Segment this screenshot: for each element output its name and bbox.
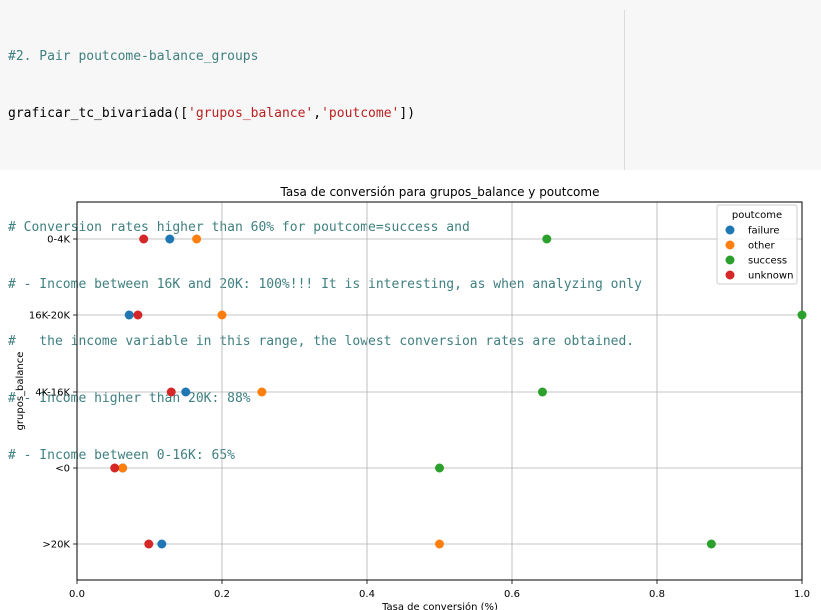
data-point-unknown [139, 234, 149, 244]
code-comment: # - Income between 16K and 20K: 100%!!! … [8, 277, 642, 292]
code-comment: # - Income between 0-16K: 65% [8, 448, 235, 463]
data-point-failure [157, 539, 167, 549]
code-line: # the income variable in this range, the… [8, 332, 642, 351]
data-point-success [542, 234, 552, 244]
code-line: #2. Pair poutcome-balance_groups [8, 47, 642, 66]
data-point-failure [124, 310, 134, 320]
y-tick-label: 4K-16K [35, 388, 70, 399]
x-axis-label: Tasa de conversión (%) [381, 601, 498, 610]
code-editor[interactable]: #2. Pair poutcome-balance_groups grafica… [8, 9, 642, 503]
x-tick-label: 0.0 [69, 589, 85, 600]
code-comment: # Conversion rates higher than 60% for p… [8, 220, 470, 235]
y-tick-label: 0-4K [47, 235, 70, 246]
code-comment: #2. Pair poutcome-balance_groups [8, 49, 259, 64]
legend-label-other: other [748, 241, 776, 252]
data-point-success [797, 310, 807, 320]
data-point-success [435, 463, 444, 473]
code-cell[interactable]: #2. Pair poutcome-balance_groups grafica… [0, 0, 821, 463]
code-line: # - Income between 0-16K: 65% [8, 446, 642, 465]
code-comment: # - Income higher than 20K: 88% [8, 391, 251, 406]
data-point-other [217, 310, 227, 320]
x-tick-label: 1.0 [794, 589, 810, 600]
data-points [110, 234, 807, 549]
legend-items: failure other success unknown [725, 225, 793, 282]
code-comment: # the income variable in this range, the… [8, 334, 635, 349]
code-punct: ]) [399, 106, 416, 121]
legend-label-failure: failure [748, 226, 780, 237]
data-point-failure [181, 387, 191, 397]
string-arg-grupos-balance: 'grupos_balance' [188, 106, 314, 121]
y-axis-label: grupos_balance [15, 352, 26, 431]
code-punct: , [313, 106, 322, 121]
legend-label-unknown: unknown [748, 271, 793, 282]
string-arg-poutcome: 'poutcome' [321, 106, 400, 121]
ruler-line [624, 10, 625, 170]
chart-title: Tasa de conversión para grupos_balance y… [280, 185, 600, 199]
y-tick-label: <0 [55, 464, 70, 475]
plot-area [76, 201, 803, 581]
legend-label-success: success [748, 256, 787, 267]
data-point-other [192, 234, 202, 244]
x-tick-label: 0.2 [214, 589, 230, 600]
data-point-unknown [133, 310, 143, 320]
y-tick-label: >20K [42, 540, 70, 551]
data-point-unknown [110, 463, 120, 473]
code-line: graficar_tc_bivariada(['grupos_balance',… [8, 104, 642, 123]
data-point-success [537, 387, 547, 397]
function-name: graficar_tc_bivariada [8, 106, 173, 121]
axis-ticks: 0.0 0.2 0.4 0.6 0.8 1.0 0-4K 16K-20K 4K-16K <0 >20… [29, 235, 810, 601]
code-line: # Conversion rates higher than 60% for p… [8, 218, 642, 237]
x-tick-label: 0.4 [359, 589, 375, 600]
y-tick-label: 16K-20K [29, 311, 71, 322]
data-point-other [118, 463, 128, 473]
data-point-unknown [144, 539, 154, 549]
legend-marker-success [725, 255, 735, 265]
scatter-chart: Tasa de conversión para grupos_balance y… [15, 185, 810, 610]
data-point-other [435, 539, 444, 549]
data-point-failure [165, 234, 175, 244]
legend-marker-unknown [725, 270, 735, 280]
legend-title: poutcome [732, 210, 782, 221]
x-tick-label: 0.8 [649, 589, 665, 600]
data-point-unknown [166, 387, 176, 397]
legend-marker-other [725, 240, 735, 250]
legend-marker-failure [725, 225, 735, 235]
legend: poutcome failure other success unknown [716, 204, 798, 285]
x-tick-label: 0.6 [504, 589, 520, 600]
code-line: # - Income higher than 20K: 88% [8, 389, 642, 408]
legend-frame [716, 204, 798, 285]
code-punct: ([ [172, 106, 189, 121]
data-point-success [706, 539, 716, 549]
data-point-other [257, 387, 267, 397]
code-line: # - Income between 16K and 20K: 100%!!! … [8, 275, 642, 294]
